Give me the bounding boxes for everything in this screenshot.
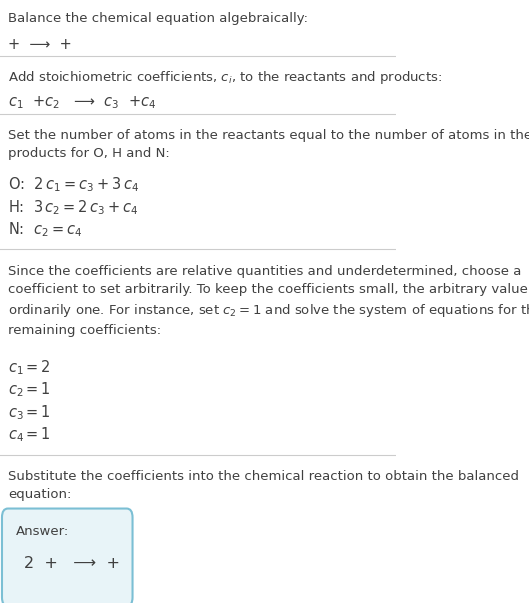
Text: N:  $c_2 = c_4$: N: $c_2 = c_4$ xyxy=(8,220,82,239)
FancyBboxPatch shape xyxy=(2,508,133,603)
Text: $c_2 = 1$: $c_2 = 1$ xyxy=(8,380,51,399)
Text: +  ⟶  +: + ⟶ + xyxy=(8,37,71,52)
Text: O:  $2\,c_1 = c_3 + 3\,c_4$: O: $2\,c_1 = c_3 + 3\,c_4$ xyxy=(8,175,139,194)
Text: Balance the chemical equation algebraically:: Balance the chemical equation algebraica… xyxy=(8,12,308,25)
Text: Since the coefficients are relative quantities and underdetermined, choose a
coe: Since the coefficients are relative quan… xyxy=(8,265,529,337)
Text: $c_3 = 1$: $c_3 = 1$ xyxy=(8,403,51,422)
Text: $c_4 = 1$: $c_4 = 1$ xyxy=(8,426,51,444)
Text: $c_1$  +$c_2$   ⟶  $c_3$  +$c_4$: $c_1$ +$c_2$ ⟶ $c_3$ +$c_4$ xyxy=(8,95,156,111)
Text: Add stoichiometric coefficients, $c_i$, to the reactants and products:: Add stoichiometric coefficients, $c_i$, … xyxy=(8,69,442,86)
Text: Set the number of atoms in the reactants equal to the number of atoms in the
pro: Set the number of atoms in the reactants… xyxy=(8,129,529,160)
Text: 2  +   ⟶  +: 2 + ⟶ + xyxy=(24,556,120,571)
Text: Answer:: Answer: xyxy=(16,525,69,537)
Text: $c_1 = 2$: $c_1 = 2$ xyxy=(8,358,51,377)
Text: Substitute the coefficients into the chemical reaction to obtain the balanced
eq: Substitute the coefficients into the che… xyxy=(8,470,519,501)
Text: H:  $3\,c_2 = 2\,c_3 + c_4$: H: $3\,c_2 = 2\,c_3 + c_4$ xyxy=(8,198,139,216)
